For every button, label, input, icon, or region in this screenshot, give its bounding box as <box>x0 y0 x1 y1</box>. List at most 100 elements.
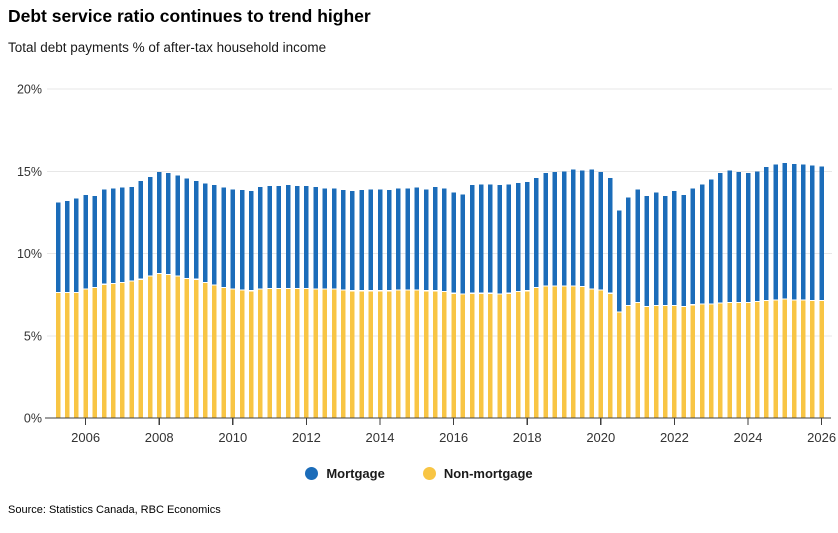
mortgage-bar <box>736 172 742 302</box>
non-mortgage-bar <box>110 283 116 418</box>
mortgage-bar <box>322 188 328 289</box>
mortgage-bar <box>635 189 640 302</box>
mortgage-bar <box>386 190 392 291</box>
non-mortgage-bar <box>460 294 466 418</box>
y-axis-label: 0% <box>24 412 42 426</box>
mortgage-bar <box>267 186 272 288</box>
mortgage-bar <box>662 195 668 306</box>
mortgage-bar <box>350 190 355 291</box>
non-mortgage-bar <box>534 288 539 418</box>
x-axis-year-label: 2014 <box>366 430 395 445</box>
mortgage-bar <box>138 181 144 279</box>
non-mortgage-bar <box>294 288 300 418</box>
mortgage-bar <box>313 186 318 289</box>
non-mortgage-bar <box>672 306 677 418</box>
non-mortgage-bar <box>644 306 650 418</box>
non-mortgage-bar <box>745 302 751 418</box>
mortgage-bar <box>405 188 410 290</box>
non-mortgage-bar <box>681 306 686 418</box>
mortgage-bar <box>699 184 705 304</box>
mortgage-bar <box>359 190 364 291</box>
non-mortgage-bar <box>515 292 521 418</box>
non-mortgage-bar <box>331 289 337 418</box>
mortgage-bar <box>340 190 346 290</box>
mortgage-bar <box>598 172 604 290</box>
mortgage-bar <box>800 164 806 300</box>
mortgage-bar <box>276 186 282 288</box>
non-mortgage-bar <box>386 291 392 418</box>
non-mortgage-bar <box>184 278 190 418</box>
mortgage-bar <box>331 188 337 289</box>
mortgage-bar <box>258 186 263 289</box>
mortgage-bar <box>368 189 374 291</box>
non-mortgage-bar <box>313 289 318 418</box>
x-axis-year-label: 2012 <box>292 430 321 445</box>
non-mortgage-bar <box>469 293 475 418</box>
non-mortgage-bar <box>74 292 79 418</box>
non-mortgage-bar <box>791 300 797 418</box>
non-mortgage-bar <box>138 279 144 418</box>
non-mortgage-bar <box>248 291 254 418</box>
non-mortgage-bar <box>782 299 788 418</box>
non-mortgage-bar <box>451 293 456 418</box>
non-mortgage-bar <box>212 285 217 418</box>
mortgage-bar <box>543 172 548 286</box>
mortgage-bar <box>239 190 245 290</box>
non-mortgage-bar <box>819 301 824 418</box>
y-axis-label: 15% <box>17 165 42 179</box>
non-mortgage-bar <box>166 274 171 418</box>
chart-legend: Mortgage Non-mortgage <box>0 459 838 487</box>
non-mortgage-bar <box>120 283 125 418</box>
mortgage-bar <box>626 197 631 306</box>
mortgage-bar <box>64 200 70 292</box>
mortgage-bar <box>653 192 659 306</box>
non-mortgage-bar <box>230 289 236 418</box>
non-mortgage-bar <box>202 283 208 418</box>
mortgage-bar <box>506 184 512 293</box>
source-note: Source: Statistics Canada, RBC Economics <box>8 504 221 516</box>
mortgage-bar <box>534 177 539 287</box>
non-mortgage-bar <box>626 306 631 418</box>
non-mortgage-bar <box>598 290 604 418</box>
mortgage-bar <box>570 169 576 286</box>
non-mortgage-bar <box>267 288 272 418</box>
non-mortgage-legend-label: Non-mortgage <box>443 465 533 481</box>
non-mortgage-bar <box>478 293 484 418</box>
mortgage-bar <box>773 164 778 300</box>
mortgage-bar <box>754 171 760 301</box>
non-mortgage-bar <box>589 289 594 418</box>
mortgage-bar <box>120 187 125 283</box>
mortgage-bar <box>488 184 493 293</box>
legend-item-non-mortgage: Non-mortgage <box>422 465 533 481</box>
mortgage-bar <box>478 184 484 293</box>
mortgage-bar <box>451 192 456 293</box>
mortgage-bar <box>764 167 769 301</box>
mortgage-bar <box>561 171 567 286</box>
debt-service-ratio-stacked-bar-chart: 0% 5% 10% 15% 20% 2006 2008 2010 2012 2014 2016 201… <box>17 83 836 446</box>
y-axis-label: 20% <box>17 83 42 97</box>
non-mortgage-bar <box>359 291 364 418</box>
non-mortgage-bar <box>810 301 815 418</box>
chart-title: Debt service ratio continues to trend hi… <box>8 6 371 26</box>
non-mortgage-bar <box>552 286 558 418</box>
non-mortgage-bar <box>423 291 429 418</box>
non-mortgage-bar <box>616 312 622 418</box>
mortgage-bar <box>469 185 475 293</box>
mortgage-bar <box>580 170 585 287</box>
mortgage-bar <box>745 172 751 302</box>
mortgage-bar <box>156 172 162 273</box>
non-mortgage-bar <box>175 276 180 418</box>
non-mortgage-bar <box>92 288 98 418</box>
non-mortgage-bar <box>736 302 742 418</box>
non-mortgage-bar <box>764 301 769 418</box>
mortgage-bar <box>147 177 153 276</box>
non-mortgage-bar <box>64 292 70 418</box>
mortgage-bar <box>193 181 199 279</box>
non-mortgage-bar <box>506 293 512 418</box>
mortgage-bar <box>304 186 309 288</box>
non-mortgage-bar <box>561 286 567 418</box>
non-mortgage-bar <box>488 293 493 418</box>
non-mortgage-bar <box>708 304 714 418</box>
mortgage-bar <box>672 190 677 306</box>
non-mortgage-legend-dot-icon <box>422 466 436 480</box>
